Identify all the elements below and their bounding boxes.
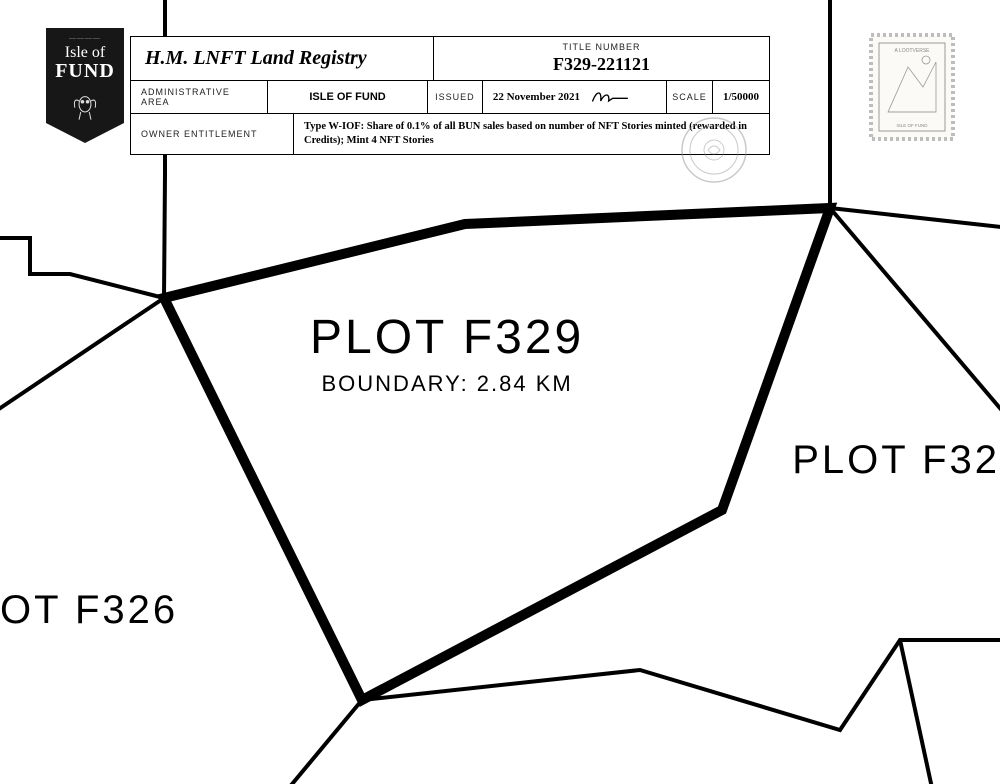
svg-text:A LOOTVERSE: A LOOTVERSE — [894, 48, 930, 54]
issued-label: ISSUED — [428, 81, 483, 113]
plot-main-name: PLOT F329 — [310, 310, 584, 365]
signature-icon — [590, 88, 630, 106]
registry-header: H.M. LNFT Land Registry TITLE NUMBER F32… — [130, 36, 770, 155]
issued-date-value: 22 November 2021 — [493, 91, 580, 103]
badge-ornament: ———— — [46, 28, 124, 42]
seal-stamp-icon — [680, 116, 748, 184]
scale-label: SCALE — [667, 81, 713, 113]
title-number-value: F329-221121 — [553, 54, 650, 75]
plot-left-label: OT F326 — [0, 588, 178, 633]
owner-entitlement-label: OWNER ENTITLEMENT — [131, 114, 294, 154]
badge-emblem-icon — [67, 89, 103, 123]
plot-main-label: PLOT F329 BOUNDARY: 2.84 KM — [310, 310, 584, 397]
plot-main-boundary: BOUNDARY: 2.84 KM — [310, 371, 584, 397]
title-number-label: TITLE NUMBER — [562, 42, 640, 52]
admin-area-label: ADMINISTRATIVE AREA — [131, 81, 268, 113]
postage-stamp-icon: A LOOTVERSE ISLE OF FUND — [868, 32, 956, 142]
plot-right-label: PLOT F32 — [792, 438, 1000, 483]
isle-of-fund-badge: ———— Isle of FUND — [46, 28, 124, 143]
badge-line2: FUND — [46, 60, 124, 83]
scale-value: 1/50000 — [713, 81, 769, 113]
svg-text:ISLE OF FUND: ISLE OF FUND — [896, 123, 928, 128]
admin-area-value: ISLE OF FUND — [268, 81, 428, 113]
registry-title: H.M. LNFT Land Registry — [131, 37, 434, 80]
